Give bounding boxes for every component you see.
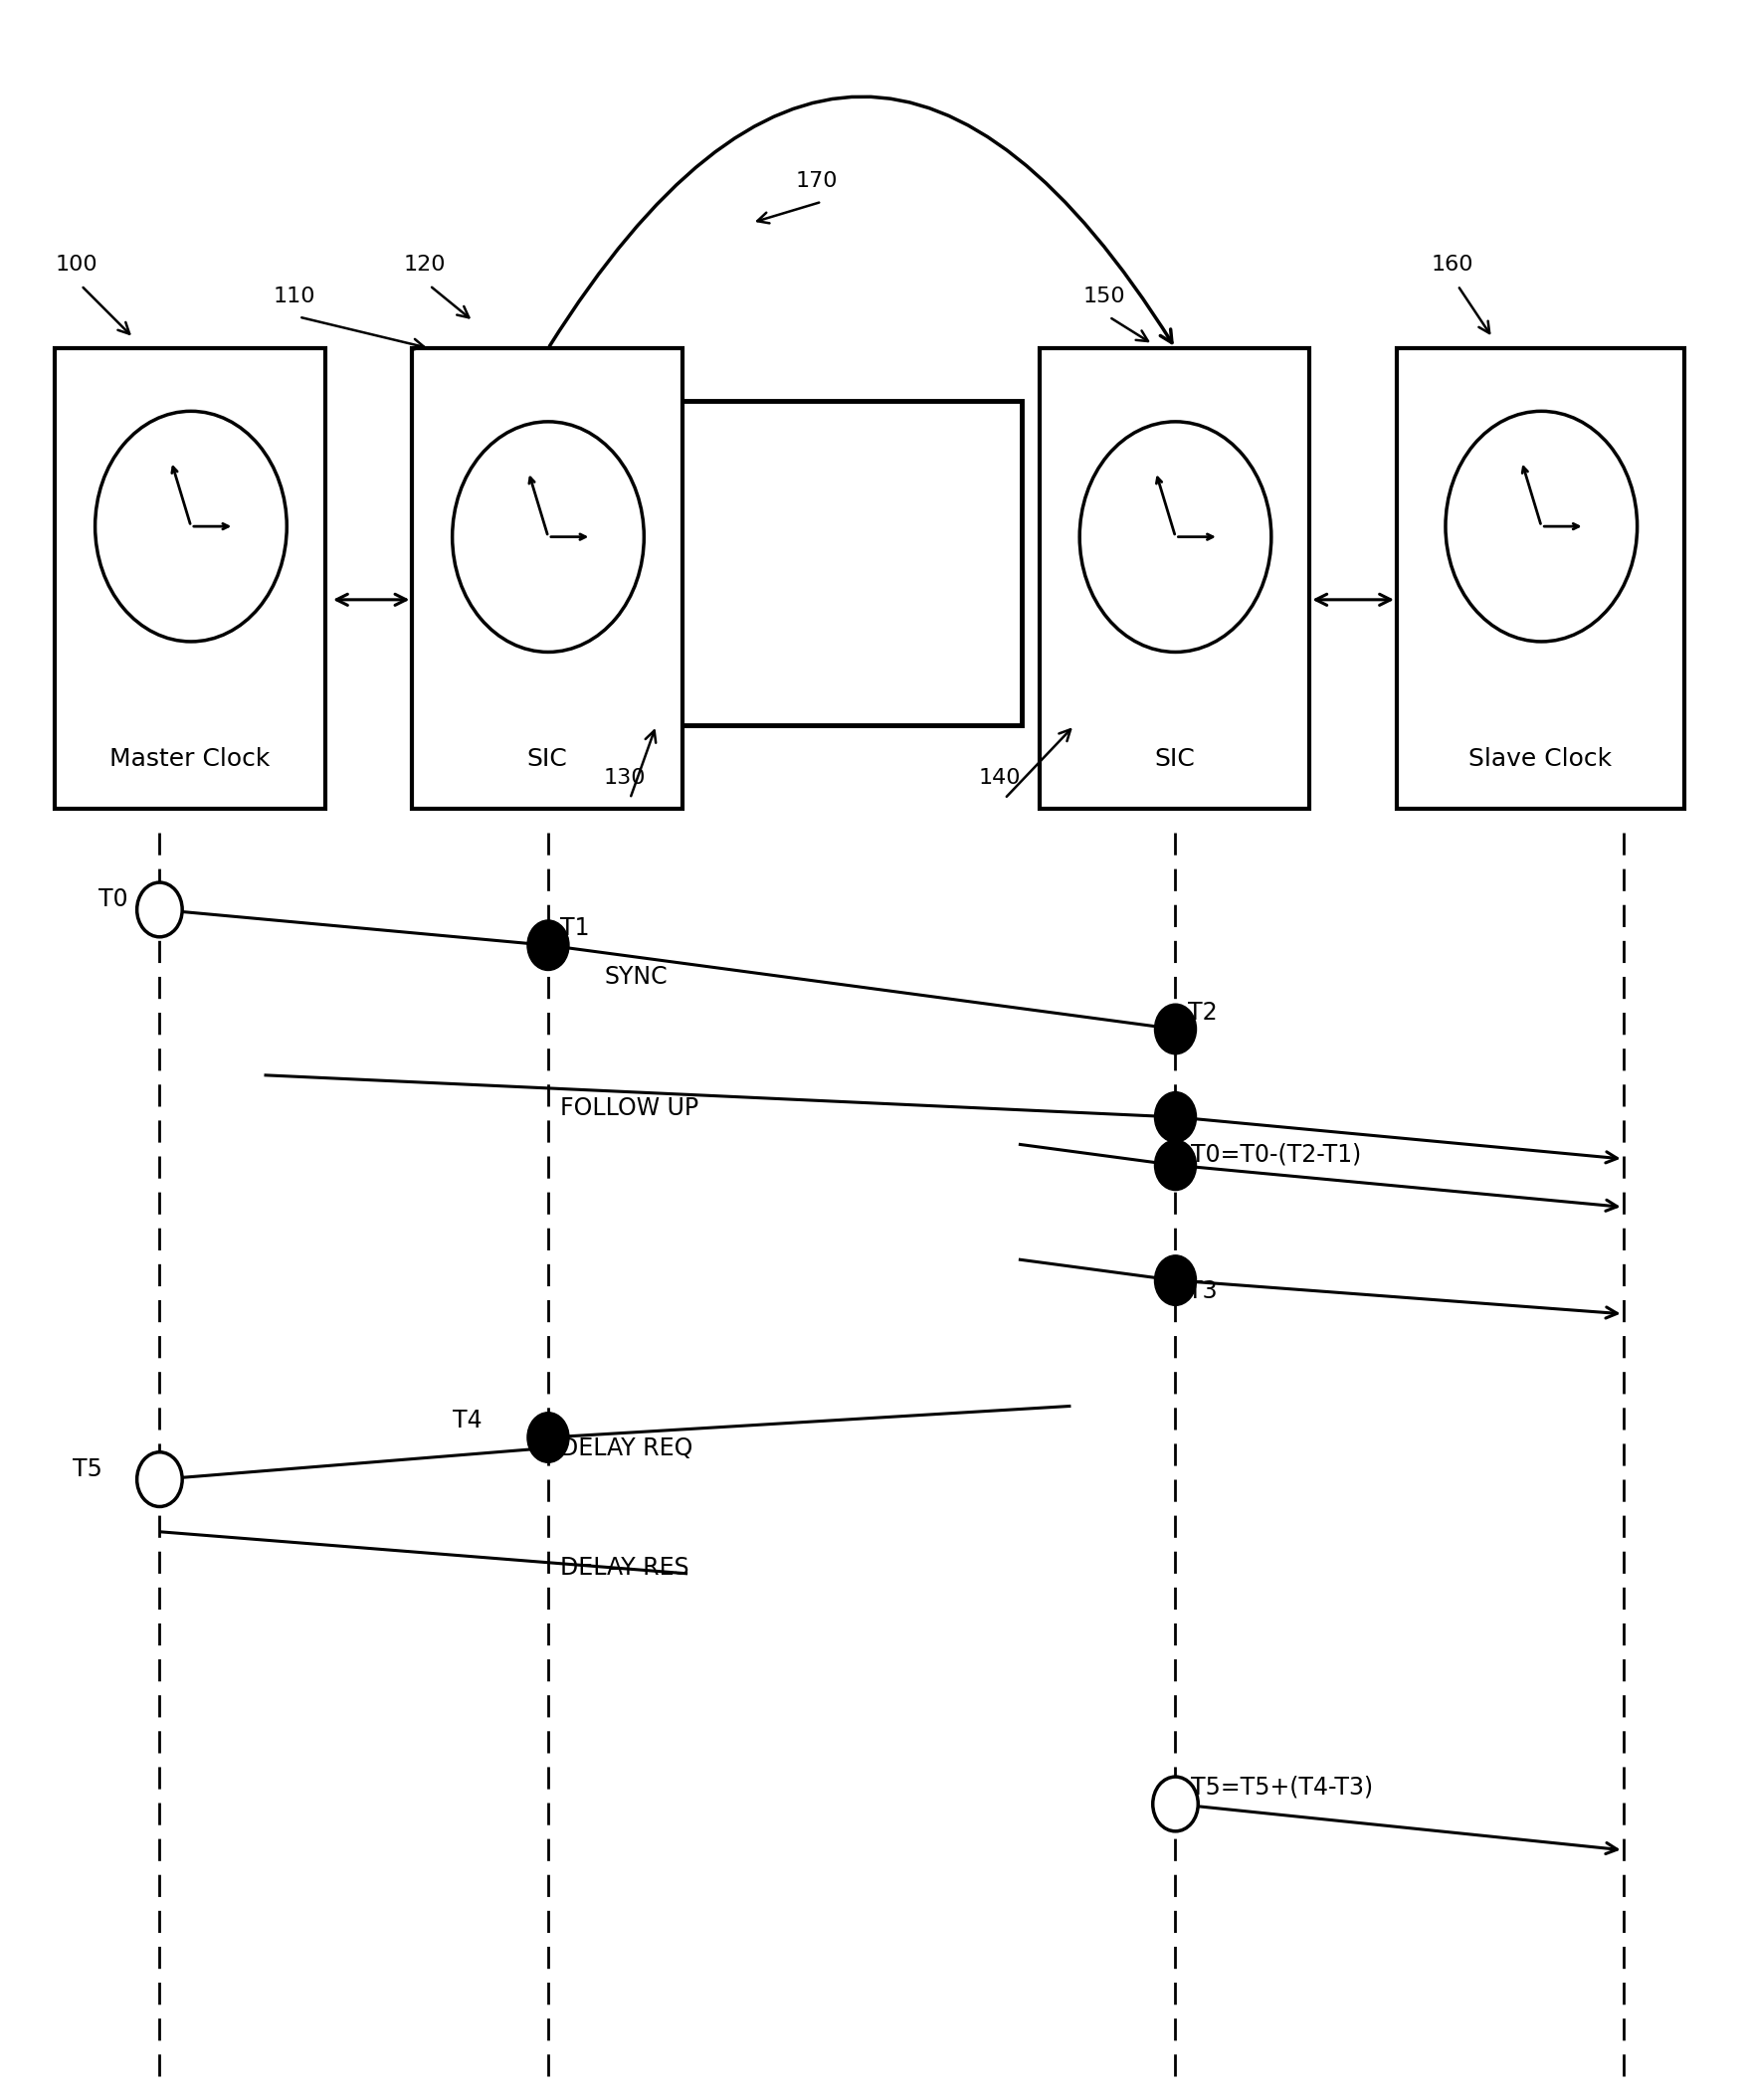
Text: 150: 150 [1084, 286, 1126, 307]
Bar [413, 349, 682, 809]
Circle shape [453, 422, 643, 653]
Bar [1397, 349, 1685, 809]
Text: Slave Clock: Slave Clock [1468, 748, 1612, 771]
Text: T1: T1 [561, 916, 589, 941]
Text: 120: 120 [404, 254, 446, 275]
Text: SIC: SIC [1154, 748, 1196, 771]
Text: 160: 160 [1432, 254, 1474, 275]
Circle shape [1080, 422, 1271, 653]
Text: T3: T3 [1187, 1279, 1217, 1302]
Text: DELAY REQ: DELAY REQ [561, 1436, 692, 1460]
Text: 100: 100 [54, 254, 98, 275]
Circle shape [1154, 1140, 1196, 1191]
Text: T5: T5 [72, 1457, 101, 1480]
Circle shape [1154, 1004, 1196, 1054]
Text: 170: 170 [795, 172, 837, 191]
Text: T0: T0 [98, 888, 128, 911]
Text: DELAY RES: DELAY RES [561, 1556, 689, 1579]
Bar [54, 349, 325, 809]
Text: T5=T5+(T4-T3): T5=T5+(T4-T3) [1190, 1774, 1374, 1800]
Text: 140: 140 [979, 769, 1021, 788]
Text: T4: T4 [453, 1409, 482, 1432]
Text: 110: 110 [273, 286, 315, 307]
Text: FOLLOW UP: FOLLOW UP [561, 1096, 699, 1121]
Circle shape [1154, 1256, 1196, 1306]
Bar [1040, 349, 1309, 809]
Circle shape [1152, 1777, 1197, 1831]
Text: SYNC: SYNC [603, 964, 668, 989]
Circle shape [136, 882, 182, 937]
Circle shape [528, 920, 570, 970]
Text: SIC: SIC [526, 748, 568, 771]
Text: T2: T2 [1187, 1000, 1217, 1025]
Text: 130: 130 [603, 769, 647, 788]
Circle shape [94, 412, 287, 643]
Circle shape [1446, 412, 1638, 643]
Bar [517, 401, 1023, 724]
FancyArrowPatch shape [549, 97, 1171, 347]
Circle shape [136, 1451, 182, 1506]
Circle shape [1154, 1092, 1196, 1142]
Circle shape [528, 1413, 570, 1462]
Text: Master Clock: Master Clock [110, 748, 271, 771]
Text: T0=T0-(T2-T1): T0=T0-(T2-T1) [1190, 1142, 1362, 1168]
